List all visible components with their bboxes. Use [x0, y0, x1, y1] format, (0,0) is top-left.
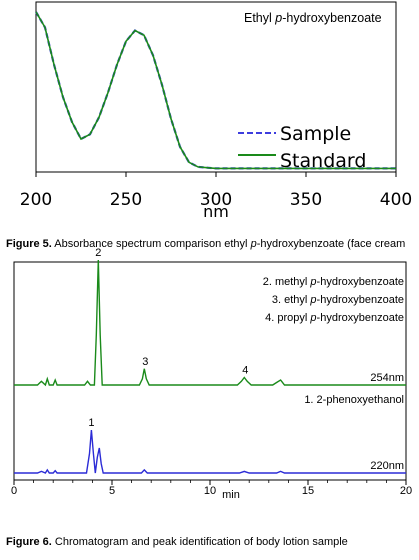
spectrum-legend: Sample Standard — [238, 123, 366, 172]
chromatogram-x-axis-label: min — [222, 489, 240, 501]
spectrum-plot-frame — [35, 1, 397, 173]
trace-label-254nm: 254nm — [370, 372, 404, 384]
peak-label-3: 3 — [142, 356, 148, 368]
peak-legend-4: 4. propyl p-hydroxybenzoate — [265, 312, 404, 324]
peak-legend-2: 2. methyl p-hydroxybenzoate — [263, 276, 404, 288]
spectrum-x-ticks: 200 250 300 350 400 — [20, 172, 412, 210]
spectrum-tick-label: 400 — [380, 190, 412, 210]
legend-sample-label: Sample — [280, 123, 351, 145]
chromatogram-tick-label: 15 — [302, 485, 314, 497]
spectrum-series-group — [35, 11, 396, 170]
peak-legend: 2. methyl p-hydroxybenzoate 3. ethyl p-h… — [263, 276, 404, 406]
chromatogram-tick-label: 5 — [109, 485, 115, 497]
legend-standard-label: Standard — [280, 150, 366, 172]
peak-label-1: 1 — [88, 417, 94, 429]
chromatogram-tick-label: 20 — [400, 485, 412, 497]
peak-legend-3: 3. ethyl p-hydroxybenzoate — [272, 294, 404, 306]
spectrum-title: Ethyl p-hydroxybenzoate — [244, 11, 382, 25]
peak-label-2: 2 — [95, 247, 101, 259]
spectrum-chart: Ethyl p-hydroxybenzoate Sample Standard … — [20, 1, 412, 221]
spectrum-tick-label: 200 — [20, 190, 52, 210]
peak-legend-1: 1. 2-phenoxyethanol — [304, 394, 404, 406]
spectrum-tick-label: 250 — [110, 190, 142, 210]
figure-5-caption: Figure 5. Absorbance spectrum comparison… — [6, 238, 406, 250]
chromatogram-x-ticks: 0 5 10 15 20 — [11, 480, 412, 497]
chromatogram-chart: 2. methyl p-hydroxybenzoate 3. ethyl p-h… — [11, 247, 412, 501]
chromatogram-tick-label: 10 — [204, 485, 216, 497]
chromatogram-trace-254nm — [14, 259, 406, 387]
figure-6-caption: Figure 6. Chromatogram and peak identifi… — [6, 536, 348, 548]
spectrum-x-axis-label: nm — [203, 202, 229, 221]
spectrum-tick-label: 350 — [290, 190, 322, 210]
peak-label-4: 4 — [242, 365, 248, 377]
chromatogram-trace-220nm — [14, 430, 406, 474]
trace-label-220nm: 220nm — [370, 460, 404, 472]
chromatogram-series-group: 2 3 4 1 — [14, 247, 406, 474]
spectrum-tick-label: 300 — [200, 190, 232, 210]
chromatogram-tick-label: 0 — [11, 485, 17, 497]
spectrum-line-standard — [35, 11, 396, 170]
